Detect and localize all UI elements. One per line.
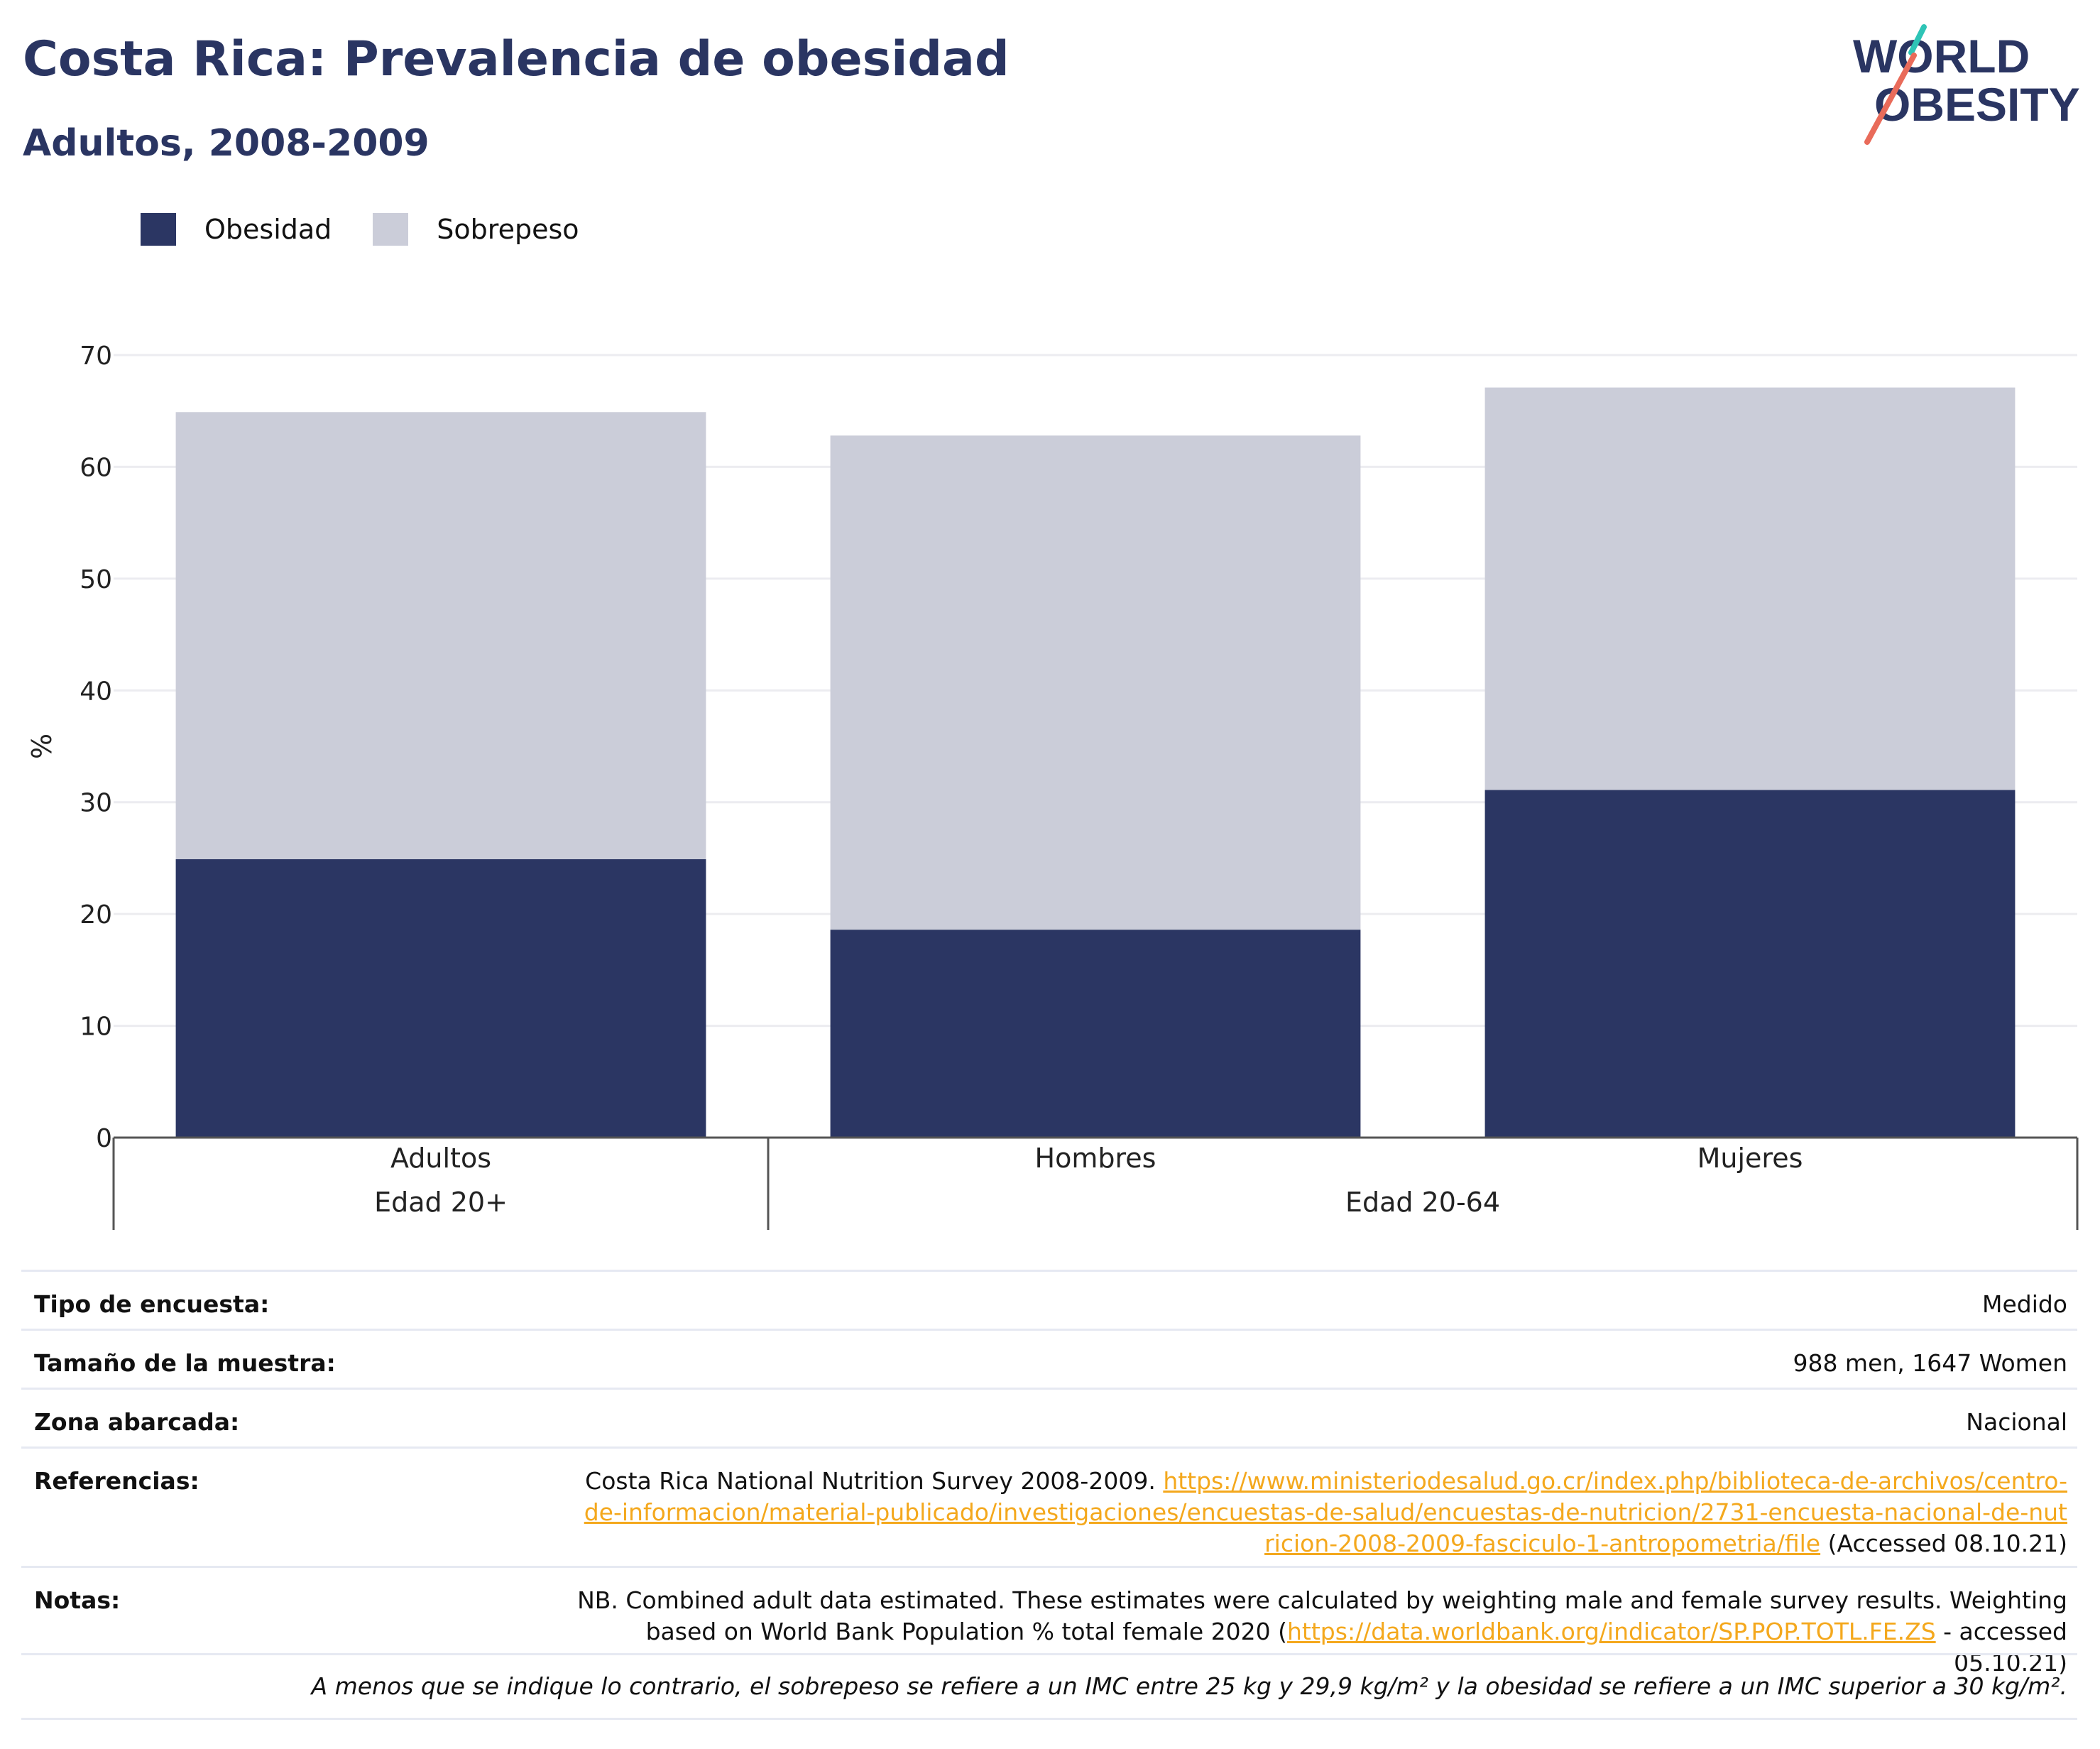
bar-sobrepeso-mujeres <box>1484 387 2016 790</box>
y-tick-label: 50 <box>80 565 112 594</box>
bar-obesidad-mujeres <box>1484 790 2016 1138</box>
legend-swatch-sobrepeso <box>373 213 409 246</box>
y-axis-label: % <box>26 734 58 759</box>
info-row-area: Zona abarcada: Nacional <box>21 1388 2077 1446</box>
sample-size-value: 988 men, 1647 Women <box>1793 1349 2067 1377</box>
x-tick-label: Mujeres <box>1697 1143 1803 1174</box>
group-label: Edad 20+ <box>374 1187 508 1218</box>
references-suffix: (Accessed 08.10.21) <box>1827 1530 2067 1557</box>
logo-word-obesity: OBESITY <box>1874 78 2080 131</box>
bar-obesidad-hombres <box>830 930 1361 1138</box>
notes-text: NB. Combined adult data estimated. These… <box>577 1586 2067 1645</box>
page-title: Costa Rica: Prevalencia de obesidad <box>23 31 1010 87</box>
bar-sobrepeso-hombres <box>830 435 1361 930</box>
info-row-references: Referencias: Costa Rica National Nutriti… <box>21 1446 2077 1566</box>
info-row-survey-type: Tipo de encuesta: Medido <box>21 1270 2077 1329</box>
info-row-notes: Notas: NB. Combined adult data estimated… <box>21 1566 2077 1677</box>
y-tick-label: 0 <box>96 1124 112 1153</box>
sample-size-label: Tamaño de la muestra: <box>34 1349 336 1377</box>
legend-item-sobrepeso: Sobrepeso <box>373 213 579 246</box>
bar-chart: 0 10 20 30 40 50 60 70% Adultos Hombres Mujeres Eda… <box>26 342 2079 1230</box>
notes-label: Notas: <box>34 1586 121 1614</box>
bar-sobrepeso-adultos <box>175 412 706 860</box>
y-tick-label: 70 <box>80 342 112 371</box>
y-tick-label: 30 <box>80 789 112 818</box>
legend-label-obesidad: Obesidad <box>204 214 332 245</box>
logo-word-world: WORLD <box>1853 30 2030 82</box>
legend-swatch-obesidad <box>141 213 176 246</box>
references-label: Referencias: <box>34 1467 199 1495</box>
chart-legend: Obesidad Sobrepeso <box>141 213 620 246</box>
legend-item-obesidad: Obesidad <box>141 213 332 246</box>
references-text: Costa Rica National Nutrition Survey 200… <box>585 1467 1156 1495</box>
page-subtitle: Adultos, 2008-2009 <box>23 122 430 165</box>
legend-label-sobrepeso: Sobrepeso <box>437 214 579 245</box>
notes-value: NB. Combined adult data estimated. These… <box>576 1585 2067 1677</box>
group-label: Edad 20-64 <box>1345 1187 1500 1218</box>
area-value: Nacional <box>1966 1408 2067 1436</box>
area-label: Zona abarcada: <box>34 1408 240 1436</box>
references-link[interactable]: https://www.ministeriodesalud.go.cr/inde… <box>584 1467 2067 1557</box>
x-tick-label: Hombres <box>1035 1143 1156 1174</box>
survey-type-label: Tipo de encuesta: <box>34 1290 270 1318</box>
bar-obesidad-adultos <box>175 859 706 1138</box>
info-table: Tipo de encuesta: Medido Tamaño de la mu… <box>21 1270 2077 1677</box>
survey-type-value: Medido <box>1981 1290 2067 1318</box>
definition-footnote: A menos que se indique lo contrario, el … <box>21 1653 2077 1720</box>
y-tick-label: 40 <box>80 677 112 706</box>
y-tick-label: 60 <box>80 453 112 482</box>
notes-link[interactable]: https://data.worldbank.org/indicator/SP.… <box>1287 1618 1936 1645</box>
y-tick-label: 20 <box>80 900 112 930</box>
y-tick-label: 10 <box>80 1013 112 1042</box>
info-row-sample-size: Tamaño de la muestra: 988 men, 1647 Wome… <box>21 1329 2077 1388</box>
x-tick-label: Adultos <box>390 1143 491 1174</box>
world-obesity-logo: WORLD OBESITY <box>1853 24 2080 145</box>
references-value: Costa Rica National Nutrition Survey 200… <box>576 1466 2067 1566</box>
